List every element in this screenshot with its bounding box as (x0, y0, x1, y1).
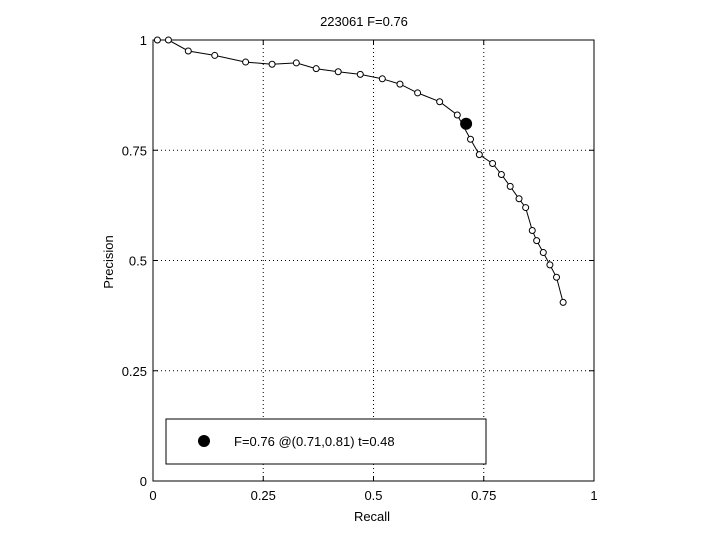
legend: F=0.76 @(0.71,0.81) t=0.48 (165, 418, 487, 465)
x-tick-label: 0.5 (364, 488, 382, 503)
x-tick-label: 0.75 (471, 488, 496, 503)
data-point-marker (153, 36, 161, 44)
axis-ticks (152, 39, 595, 482)
data-point-marker (396, 80, 404, 88)
data-point-marker (497, 171, 505, 179)
data-point-marker (242, 58, 250, 66)
y-tick-label: 0.75 (122, 143, 147, 158)
y-axis-label: Precision (101, 235, 116, 288)
data-point-marker (334, 68, 342, 76)
y-tick-label: 0 (140, 474, 147, 489)
x-tick-labels: 0 0.25 0.5 0.75 1 (149, 488, 597, 503)
y-tick-label: 0.5 (129, 254, 147, 269)
data-point-marker (436, 98, 444, 106)
data-point-marker (467, 135, 475, 143)
x-tick-label: 1 (590, 488, 597, 503)
data-point-marker (414, 89, 422, 97)
data-point-marker (533, 237, 541, 245)
data-point-marker (164, 36, 172, 44)
y-tick-labels: 0 0.25 0.5 0.75 1 (122, 33, 147, 489)
data-point-marker (475, 151, 483, 159)
best-f-point (460, 117, 473, 130)
data-point-marker (559, 298, 567, 306)
x-tick-label: 0.25 (251, 488, 276, 503)
data-point-marker (515, 195, 523, 203)
legend-label: F=0.76 @(0.71,0.81) t=0.48 (234, 434, 395, 449)
y-tick-label: 1 (140, 33, 147, 48)
data-point-marker (546, 261, 554, 269)
pr-curve-markers (153, 36, 567, 306)
pr-curve-line (157, 39, 564, 303)
grid-lines (153, 40, 594, 481)
data-point-marker (312, 65, 320, 73)
data-point-marker (453, 111, 461, 119)
data-point-marker (184, 47, 192, 55)
data-point-marker (553, 273, 561, 281)
x-tick-label: 0 (149, 488, 156, 503)
legend-marker-icon (198, 435, 210, 447)
x-axis-label: Recall (354, 509, 390, 524)
y-tick-label: 0.25 (122, 364, 147, 379)
legend-box (165, 418, 487, 465)
data-point-marker (522, 204, 530, 212)
data-point-marker (506, 182, 514, 190)
data-point-marker (528, 227, 536, 235)
data-point-marker (211, 51, 219, 59)
data-point-marker (378, 75, 386, 83)
data-point-marker (292, 59, 300, 67)
data-point-marker (356, 70, 364, 78)
data-point-marker (489, 159, 497, 167)
data-point-marker (539, 249, 547, 257)
chart-title: 223061 F=0.76 (320, 14, 408, 29)
data-point-marker (268, 60, 276, 68)
